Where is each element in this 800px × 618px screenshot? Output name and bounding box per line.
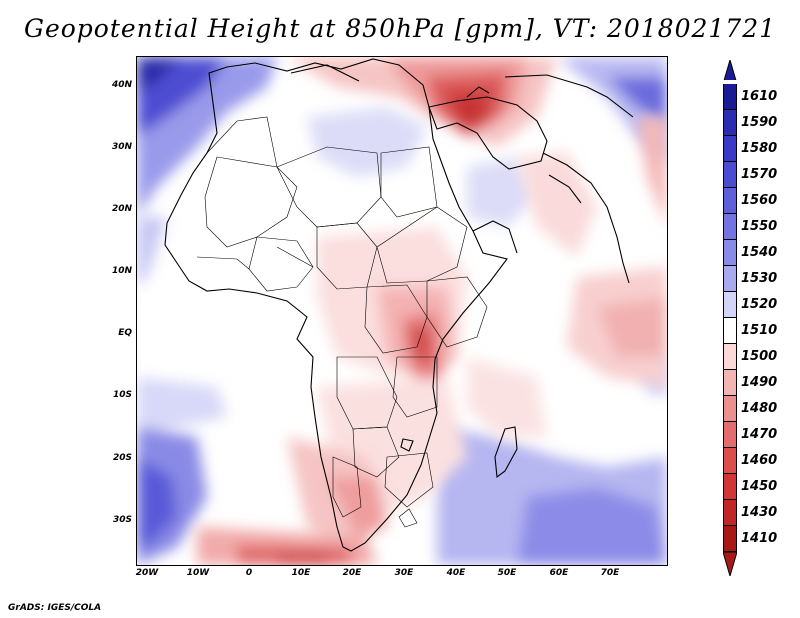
map-panel[interactable] <box>136 56 668 566</box>
lon-label-10w: 10W <box>186 568 210 578</box>
colorbar-cell <box>723 188 737 214</box>
lon-label-50e: 50E <box>497 568 517 578</box>
lon-label-0: 0 <box>245 568 253 578</box>
coastlines <box>164 58 634 552</box>
colorbar-cell <box>723 448 737 474</box>
blue-highs <box>137 57 667 565</box>
grads-credit: GrADS: IGES/COLA <box>8 603 102 613</box>
colorbar-label: 1590 <box>741 115 778 130</box>
country-borders <box>196 116 488 528</box>
colorbar-cell <box>723 396 737 422</box>
colorbar-cell <box>723 240 737 266</box>
colorbar-label: 1560 <box>741 193 778 208</box>
colorbar-cell <box>723 500 737 526</box>
colorbar-cell <box>723 370 737 396</box>
colorbar-label: 1520 <box>741 297 778 312</box>
colorbar-cell <box>723 474 737 500</box>
colorbar-label: 1430 <box>741 505 778 520</box>
colorbar-label: 1580 <box>741 141 778 156</box>
colorbar-label: 1470 <box>741 427 778 442</box>
lat-label-10n: 10N <box>111 266 132 276</box>
colorbar-cell <box>723 214 737 240</box>
height-field <box>137 57 667 565</box>
colorbar-cell <box>723 526 737 552</box>
colorbar-label: 1540 <box>741 245 778 260</box>
colorbar-label: 1610 <box>741 89 778 104</box>
colorbar-label: 1500 <box>741 349 778 364</box>
colorbar-label: 1550 <box>741 219 778 234</box>
colorbar-cell <box>723 110 737 136</box>
lon-label-70e: 70E <box>600 568 620 578</box>
colorbar-label: 1450 <box>741 479 778 494</box>
colorbar-cell <box>723 84 737 110</box>
lon-label-60e: 60E <box>549 568 569 578</box>
colorbar-label: 1530 <box>741 271 778 286</box>
colorbar-label: 1410 <box>741 531 778 546</box>
lat-label-40n: 40N <box>111 80 132 90</box>
colorbar-cell <box>723 292 737 318</box>
lon-label-10e: 10E <box>291 568 311 578</box>
colorbar-label: 1460 <box>741 453 778 468</box>
colorbar-cell <box>723 344 737 370</box>
colorbar-bottom-arrow <box>723 552 737 576</box>
lat-label-eq: EQ <box>118 328 132 338</box>
colorbar-cell <box>723 422 737 448</box>
map-title: Geopotential Height at 850hPa [gpm], VT:… <box>23 14 777 43</box>
colorbar-cell <box>723 266 737 292</box>
lon-label-20e: 20E <box>342 568 362 578</box>
lon-label-30e: 30E <box>394 568 414 578</box>
colorbar-cell <box>723 318 737 344</box>
lat-label-20s: 20S <box>112 453 132 463</box>
colorbar-label: 1480 <box>741 401 778 416</box>
colorbar-cell <box>723 162 737 188</box>
colorbar-label: 1490 <box>741 375 778 390</box>
lat-label-20n: 20N <box>111 204 132 214</box>
lon-label-20w: 20W <box>135 568 159 578</box>
lat-label-10s: 10S <box>112 390 132 400</box>
colorbar-label: 1570 <box>741 167 778 182</box>
colorbar-label: 1510 <box>741 323 778 338</box>
lat-label-30n: 30N <box>111 142 132 152</box>
lon-label-40e: 40E <box>446 568 466 578</box>
colorbar-cell <box>723 136 737 162</box>
colorbar-top-arrow <box>723 60 737 80</box>
lat-label-30s: 30S <box>112 515 132 525</box>
